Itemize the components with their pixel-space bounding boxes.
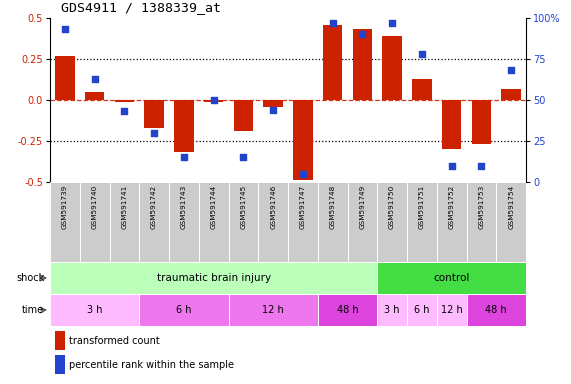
Text: GSM591751: GSM591751: [419, 184, 425, 228]
Text: 3 h: 3 h: [384, 305, 400, 315]
Text: GSM591745: GSM591745: [240, 184, 246, 228]
Point: [209, 97, 218, 103]
Text: GSM591754: GSM591754: [508, 184, 514, 228]
Text: GSM591739: GSM591739: [62, 184, 68, 228]
Bar: [437, 182, 467, 262]
Text: 6 h: 6 h: [414, 305, 429, 315]
Bar: [442, 100, 461, 149]
Point: [61, 26, 70, 33]
Point: [268, 107, 278, 113]
Bar: [293, 100, 312, 180]
Text: 12 h: 12 h: [441, 305, 463, 315]
Bar: [174, 100, 194, 152]
Text: 3 h: 3 h: [87, 305, 102, 315]
Bar: [228, 294, 317, 326]
Bar: [139, 182, 169, 262]
Bar: [323, 25, 342, 100]
Bar: [377, 262, 526, 294]
Bar: [412, 79, 432, 100]
Bar: [263, 100, 283, 107]
Text: GDS4911 / 1388339_at: GDS4911 / 1388339_at: [62, 1, 222, 14]
Bar: [234, 100, 253, 131]
Text: traumatic brain injury: traumatic brain injury: [156, 273, 271, 283]
Bar: [50, 182, 80, 262]
Point: [477, 162, 486, 169]
Text: GSM591743: GSM591743: [181, 184, 187, 228]
Text: GSM591742: GSM591742: [151, 184, 157, 228]
Text: 6 h: 6 h: [176, 305, 192, 315]
Bar: [85, 92, 104, 100]
Point: [447, 162, 456, 169]
Text: 48 h: 48 h: [485, 305, 507, 315]
Bar: [144, 100, 164, 128]
Bar: [115, 100, 134, 102]
Bar: [55, 331, 65, 350]
Bar: [110, 182, 139, 262]
Bar: [496, 182, 526, 262]
Bar: [55, 355, 65, 374]
Bar: [407, 182, 437, 262]
Bar: [169, 182, 199, 262]
Bar: [377, 294, 407, 326]
Bar: [288, 182, 317, 262]
Bar: [50, 262, 377, 294]
Bar: [50, 294, 139, 326]
Bar: [353, 30, 372, 100]
Text: GSM591744: GSM591744: [211, 184, 216, 228]
Text: percentile rank within the sample: percentile rank within the sample: [69, 360, 234, 370]
Bar: [317, 182, 348, 262]
Point: [179, 154, 188, 161]
Text: GSM591750: GSM591750: [389, 184, 395, 228]
Text: GSM591753: GSM591753: [478, 184, 484, 228]
Text: 48 h: 48 h: [337, 305, 359, 315]
Point: [358, 31, 367, 38]
Text: GSM591740: GSM591740: [91, 184, 98, 228]
Bar: [501, 89, 521, 100]
Bar: [80, 182, 110, 262]
Point: [239, 154, 248, 161]
Text: shock: shock: [16, 273, 45, 283]
Point: [150, 130, 159, 136]
Bar: [55, 56, 75, 100]
Bar: [467, 182, 496, 262]
Point: [298, 171, 307, 177]
Point: [506, 68, 516, 74]
Bar: [228, 182, 258, 262]
Text: time: time: [22, 305, 45, 315]
Bar: [317, 294, 377, 326]
Bar: [348, 182, 377, 262]
Point: [90, 76, 99, 82]
Text: GSM591741: GSM591741: [122, 184, 127, 228]
Text: GSM591748: GSM591748: [329, 184, 336, 228]
Point: [328, 20, 337, 26]
Point: [417, 51, 427, 57]
Bar: [204, 100, 223, 102]
Bar: [258, 182, 288, 262]
Text: 12 h: 12 h: [262, 305, 284, 315]
Point: [120, 108, 129, 114]
Bar: [383, 36, 402, 100]
Bar: [377, 182, 407, 262]
Bar: [139, 294, 228, 326]
Text: GSM591746: GSM591746: [270, 184, 276, 228]
Point: [388, 20, 397, 26]
Bar: [199, 182, 228, 262]
Bar: [467, 294, 526, 326]
Text: transformed count: transformed count: [69, 336, 160, 346]
Text: GSM591749: GSM591749: [359, 184, 365, 228]
Bar: [407, 294, 437, 326]
Bar: [472, 100, 491, 144]
Text: control: control: [433, 273, 470, 283]
Text: GSM591747: GSM591747: [300, 184, 306, 228]
Text: GSM591752: GSM591752: [449, 184, 455, 228]
Bar: [437, 294, 467, 326]
